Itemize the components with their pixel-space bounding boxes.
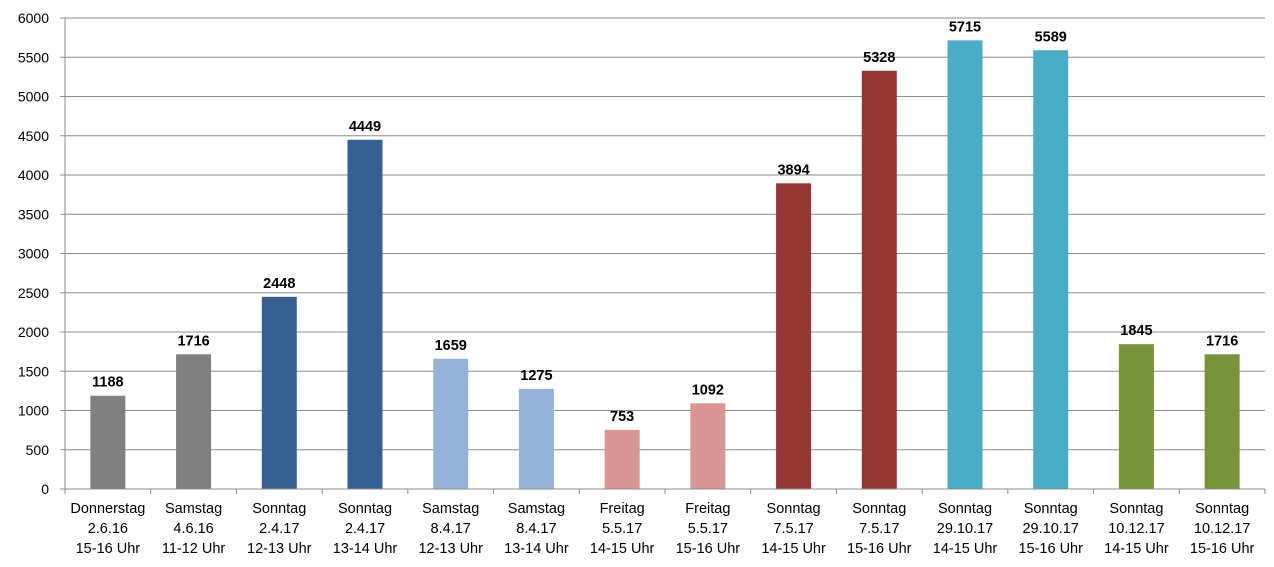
y-tick-label: 1500 — [18, 363, 49, 379]
x-tick-label: Freitag 5.5.17 14-15 Uhr — [590, 501, 655, 557]
x-tick-label: Sonntag 7.5.17 14-15 Uhr — [761, 501, 826, 557]
bar — [261, 296, 297, 489]
x-tick-label: Samstag 8.4.17 13-14 Uhr — [504, 501, 569, 557]
y-tick-label: 3000 — [18, 246, 49, 262]
bar — [347, 139, 383, 490]
y-tick-label: 1000 — [18, 403, 49, 419]
x-tick-label: Samstag 4.6.16 11-12 Uhr — [162, 501, 226, 557]
bar — [776, 183, 812, 490]
y-tick-label: 6000 — [18, 10, 49, 26]
data-label: 1659 — [435, 338, 467, 354]
data-label: 1188 — [92, 375, 123, 391]
bar — [1033, 50, 1069, 490]
x-tick-label: Sonntag 7.5.17 15-16 Uhr — [847, 501, 912, 557]
data-label: 5589 — [1035, 29, 1067, 45]
x-tick-label: Donnerstag 2.6.16 15-16 Uhr — [70, 501, 145, 557]
y-tick-label: 2500 — [18, 285, 49, 301]
x-tick-label: Sonntag 10.12.17 15-16 Uhr — [1190, 501, 1255, 557]
y-tick-label: 5500 — [18, 49, 49, 65]
x-tick-label: Sonntag 2.4.17 13-14 Uhr — [333, 501, 398, 557]
bars — [90, 40, 1240, 490]
bar — [176, 354, 212, 489]
axes — [60, 17, 1266, 494]
data-label: 753 — [610, 409, 634, 425]
x-tick-label: Samstag 8.4.17 12-13 Uhr — [418, 501, 483, 557]
y-tick-label: 0 — [41, 481, 49, 497]
bar — [604, 429, 640, 489]
data-label: 3894 — [777, 162, 809, 178]
grid-lines — [65, 17, 1265, 451]
data-label: 5328 — [863, 50, 895, 66]
x-tick-label: Freitag 5.5.17 15-16 Uhr — [676, 501, 741, 557]
bar — [433, 358, 469, 489]
y-tick-label: 3500 — [18, 206, 49, 222]
bar — [947, 40, 983, 490]
bar — [1204, 354, 1240, 489]
data-labels: 1188 1716 2448 4449 1659 1275 753 1092 3894 5328 5… — [92, 19, 1238, 425]
y-tick-label: 5000 — [18, 89, 49, 105]
bar — [690, 403, 726, 489]
x-tick-label: Sonntag 2.4.17 12-13 Uhr — [247, 501, 312, 557]
x-tick-label: Sonntag 29.10.17 14-15 Uhr — [933, 501, 998, 557]
bar — [518, 388, 554, 489]
bar — [90, 395, 126, 489]
data-label: 1716 — [177, 333, 209, 349]
y-tick-label: 4500 — [18, 128, 49, 144]
x-tick-label: Sonntag 29.10.17 15-16 Uhr — [1018, 501, 1083, 557]
y-tick-label: 2000 — [18, 324, 49, 340]
data-label: 4449 — [349, 119, 381, 135]
data-label: 5715 — [949, 19, 981, 35]
x-axis-tick-labels: Donnerstag 2.6.16 15-16 Uhr Samstag 4.6.16 11… — [70, 501, 1254, 557]
y-tick-label: 4000 — [18, 167, 49, 183]
bar — [861, 70, 897, 489]
y-tick-label: 500 — [26, 442, 50, 458]
data-label: 1092 — [692, 382, 724, 398]
bar — [1118, 344, 1154, 489]
y-axis-tick-labels: 0 500 1000 1500 2000 2500 3000 3500 4000 4500 5000… — [18, 10, 49, 497]
data-label: 1275 — [520, 368, 552, 384]
data-label: 1716 — [1206, 333, 1238, 349]
data-label: 1845 — [1120, 323, 1152, 339]
data-label: 2448 — [263, 276, 295, 292]
x-tick-label: Sonntag 10.12.17 14-15 Uhr — [1104, 501, 1169, 557]
